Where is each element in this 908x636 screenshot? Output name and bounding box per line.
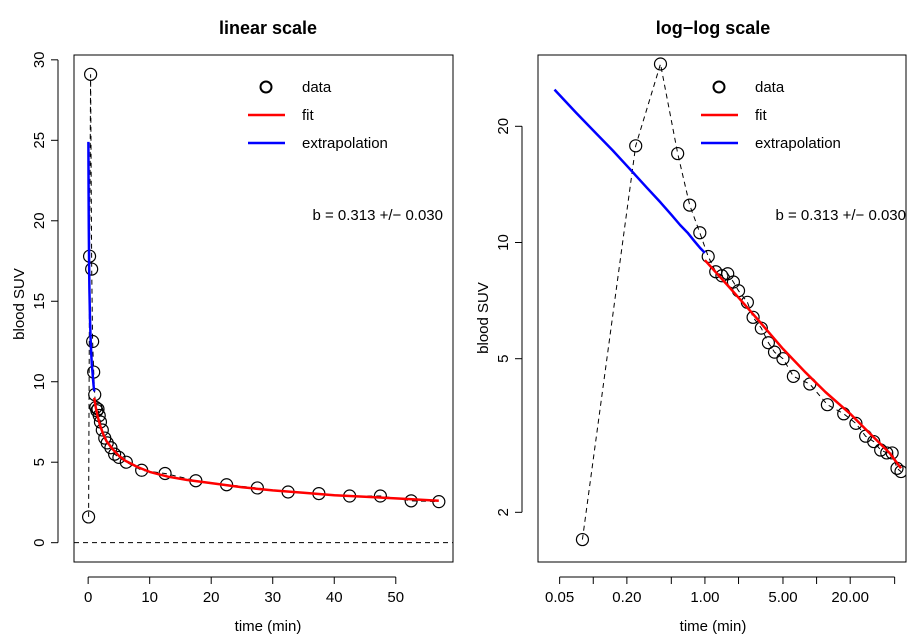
data-point [683,198,697,212]
x-tick-label: 0 [84,589,92,606]
data-point [575,532,590,547]
y-tick-label: 0 [31,539,48,547]
extrapolation-line [553,88,706,254]
fit-line [93,397,439,503]
y-tick-label: 20 [31,212,48,229]
data-point [671,146,685,161]
data-point [85,262,99,276]
legend: data fit extrapolation [701,79,841,152]
data-point [894,464,906,479]
x-tick-label: 0.20 [612,589,641,606]
chart-title: linear scale [219,18,317,38]
data-point [693,226,707,240]
legend-label: data [302,79,332,96]
x-tick-label: 30 [264,589,281,606]
data-point [786,369,801,383]
x-axis-label: time (min) [235,618,302,635]
x-axis-label: time (min) [680,618,747,635]
legend-label: fit [302,107,315,124]
data-point [746,310,760,324]
slope-annotation: b = 0.313 +/− 0.030 [775,207,906,224]
data-point [81,510,96,524]
data-point [86,334,100,349]
data-point [112,450,126,464]
x-tick-label: 20.00 [831,589,869,606]
y-tick-label: 5 [495,355,512,363]
x-tick-label: 0.05 [545,589,574,606]
data-point [715,269,729,283]
legend: data fit extrapolation [248,79,388,152]
data-connector-line [581,63,902,540]
x-tick-label: 20 [203,589,220,606]
y-tick-label: 25 [31,132,48,149]
fit-line [703,259,903,470]
linear-scale-panel: linear scale time (min) blood SUV 0 10 20 3… [11,18,454,635]
x-tick-label: 1.00 [690,589,719,606]
plot-area [74,67,453,544]
data-point [100,436,114,450]
x-tick-label: 10 [141,589,158,606]
x-tick-label: 5.00 [768,589,797,606]
legend-data-symbol [259,80,273,94]
axis-ticks: 0.05 0.20 1.00 5.00 20.00 2 5 10 20 [495,118,896,606]
x-tick-label: 50 [387,589,404,606]
y-tick-label: 15 [31,293,48,310]
data-point [767,345,782,359]
data-point [373,489,387,503]
y-tick-label: 20 [495,118,512,135]
legend-data-symbol [712,80,726,94]
data-point [629,139,643,153]
y-tick-label: 10 [31,373,48,390]
data-point [119,455,133,469]
legend-label: extrapolation [755,135,841,152]
y-axis-label: blood SUV [11,268,28,340]
x-tick-label: 40 [326,589,343,606]
data-point [108,447,122,461]
data-point [776,352,790,366]
axis-ticks: 0 10 20 30 40 50 0 5 10 15 20 25 30 [31,51,404,606]
data-point [820,398,835,412]
plot-frame [73,54,454,563]
slope-annotation: b = 0.313 +/− 0.030 [312,207,443,224]
data-point [95,423,109,437]
data-point [849,416,863,430]
legend-label: fit [755,107,768,124]
log-log-scale-panel: log−log scale time (min) blood SUV 0.05 0… [475,18,907,635]
extrapolation-line [87,141,96,392]
data-point [104,441,118,455]
chart-title: log−log scale [656,18,771,38]
y-axis-label: blood SUV [475,282,492,354]
y-tick-label: 5 [31,458,48,466]
plot-area [553,57,906,547]
legend-label: extrapolation [302,135,388,152]
y-tick-label: 2 [495,508,512,516]
data-point [653,57,668,71]
legend-label: data [755,79,785,96]
data-point [885,446,899,460]
data-point [761,336,775,350]
y-tick-label: 10 [495,234,512,251]
plot-frame [537,54,907,563]
y-tick-label: 30 [31,51,48,68]
data-point [84,67,98,81]
data-point [880,446,894,460]
